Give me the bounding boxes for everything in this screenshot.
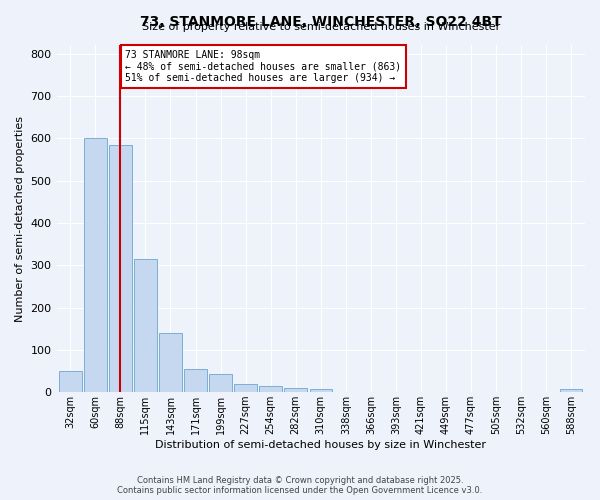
- Bar: [310, 389, 332, 392]
- Bar: [134, 259, 157, 392]
- Bar: [109, 145, 131, 392]
- Bar: [259, 386, 282, 392]
- Bar: [284, 388, 307, 392]
- X-axis label: Distribution of semi-detached houses by size in Winchester: Distribution of semi-detached houses by …: [155, 440, 486, 450]
- Text: 73 STANMORE LANE: 98sqm
← 48% of semi-detached houses are smaller (863)
51% of s: 73 STANMORE LANE: 98sqm ← 48% of semi-de…: [125, 50, 401, 83]
- Bar: [159, 333, 182, 392]
- Bar: [560, 389, 583, 392]
- Bar: [209, 374, 232, 392]
- Text: Size of property relative to semi-detached houses in Winchester: Size of property relative to semi-detach…: [142, 22, 500, 32]
- Bar: [84, 138, 107, 392]
- Title: 73, STANMORE LANE, WINCHESTER, SO22 4BT: 73, STANMORE LANE, WINCHESTER, SO22 4BT: [140, 15, 502, 29]
- Y-axis label: Number of semi-detached properties: Number of semi-detached properties: [15, 116, 25, 322]
- Text: Contains HM Land Registry data © Crown copyright and database right 2025.
Contai: Contains HM Land Registry data © Crown c…: [118, 476, 482, 495]
- Bar: [184, 369, 207, 392]
- Bar: [235, 384, 257, 392]
- Bar: [59, 371, 82, 392]
